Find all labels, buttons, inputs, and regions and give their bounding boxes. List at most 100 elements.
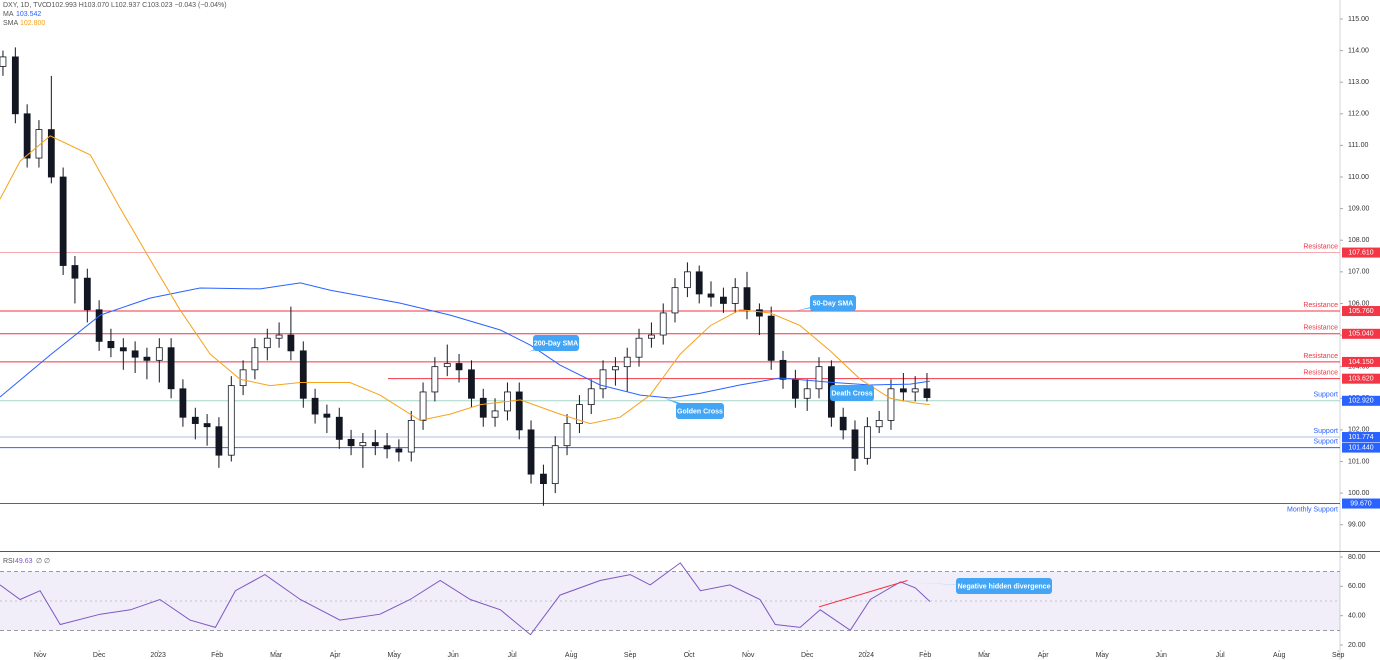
y-tick-label: 104.00 [1348, 364, 1370, 371]
rsi-params: ∅ ∅ [36, 558, 50, 565]
candle-body [227, 385, 235, 456]
level-badge [1342, 442, 1380, 453]
x-tick-label: Jul [508, 652, 517, 659]
candle-body [887, 388, 895, 421]
rsi-value: 49.63 [15, 558, 33, 565]
y-tick-label: 108.00 [1348, 237, 1370, 244]
level-badge [1342, 373, 1380, 384]
candle-body [119, 347, 127, 352]
level-text: Resistance [1303, 353, 1338, 360]
candle-body [731, 287, 739, 304]
callout-text: Negative hidden divergence [958, 583, 1051, 590]
legend-value: 103.542 [16, 11, 41, 18]
candle-body [479, 397, 487, 418]
x-tick-label: May [388, 652, 402, 659]
moving-average [0, 135, 930, 425]
candle-body [95, 309, 103, 342]
candle-body [155, 347, 163, 361]
x-tick-label: Sep [1332, 652, 1345, 659]
candle-body [899, 388, 907, 393]
candle-body [468, 369, 475, 399]
y-tick-label: 115.00 [1348, 16, 1369, 23]
callout-text: 50-Day SMA [813, 300, 853, 307]
symbol-title: DXY, 1D, TVC [3, 2, 47, 9]
candle-body [875, 420, 883, 428]
x-tick-label: Nov [34, 652, 47, 659]
y-tick-label: 111.00 [1348, 142, 1368, 149]
level-badge [1342, 306, 1380, 317]
candle-body [167, 347, 175, 390]
candle-body [791, 378, 799, 399]
level-badge-label: 101.440 [1348, 444, 1373, 451]
x-tick-label: Oct [684, 652, 695, 659]
candle-body [587, 388, 595, 405]
candle-body [839, 416, 847, 431]
level-text: Support [1313, 428, 1338, 435]
level-badge [1342, 356, 1380, 367]
x-tick-label: Mar [270, 652, 283, 659]
candle-body [659, 312, 667, 336]
candle-body [203, 423, 211, 428]
x-tick-label: Jul [1216, 652, 1225, 659]
callout-box [676, 403, 724, 419]
candle-body [23, 113, 31, 159]
candle-body [623, 356, 631, 368]
candle-body [527, 429, 535, 475]
y-tick-label: 99.00 [1348, 522, 1366, 529]
candle-body [0, 56, 7, 67]
callout-box [830, 385, 874, 401]
level-badge [1342, 432, 1380, 443]
candle-body [11, 56, 19, 115]
candle-body [455, 363, 463, 371]
candle-body [779, 359, 787, 380]
x-tick-label: Sep [624, 652, 637, 659]
callout-box [956, 578, 1052, 594]
legend-name: SMA [3, 20, 19, 27]
candle-body [35, 129, 43, 159]
x-tick-label: Aug [565, 652, 578, 659]
candle-body [407, 420, 415, 453]
y-tick-label: 20.00 [1348, 642, 1366, 649]
candle-body [287, 334, 295, 352]
callout-box [810, 295, 856, 311]
candle-body [767, 315, 775, 361]
moving-average [0, 282, 930, 399]
x-tick-label: Feb [919, 652, 931, 659]
candle-body [815, 366, 823, 390]
candle-body [612, 366, 619, 371]
legend-value: 102.800 [20, 20, 45, 27]
callout: 200-Day SMA [528, 335, 579, 352]
level-badge-label: 99.670 [1350, 500, 1372, 507]
candle-body [431, 366, 439, 393]
x-tick-label: Apr [330, 652, 342, 659]
level-badge-label: 103.620 [1348, 376, 1373, 383]
candle-body [311, 397, 319, 415]
candle-body [251, 347, 259, 371]
candle-body [803, 388, 811, 399]
candle-body [47, 129, 55, 178]
level-text: Resistance [1303, 370, 1338, 377]
y-tick-label: 40.00 [1348, 613, 1366, 620]
x-tick-label: Dec [93, 652, 106, 659]
candle-body [719, 296, 727, 304]
y-tick-label: 80.00 [1348, 554, 1366, 561]
candle-body [551, 445, 559, 485]
x-tick-label: Aug [1273, 652, 1286, 659]
candle-body [576, 404, 583, 424]
candle-body [395, 448, 403, 453]
level-badge-label: 105.760 [1348, 308, 1373, 315]
candle-body [131, 350, 139, 358]
candle-body [107, 340, 115, 349]
y-tick-label: 101.00 [1348, 458, 1370, 465]
y-tick-label: 110.00 [1348, 174, 1369, 181]
y-tick-label: 114.00 [1348, 47, 1369, 54]
x-tick-label: 2023 [150, 652, 166, 659]
candle-body [191, 416, 199, 424]
x-tick-label: Mar [978, 652, 991, 659]
candle-body [671, 287, 679, 314]
callout-text: 200-Day SMA [534, 340, 578, 347]
candle-body [599, 369, 607, 390]
candle-body [515, 391, 523, 431]
